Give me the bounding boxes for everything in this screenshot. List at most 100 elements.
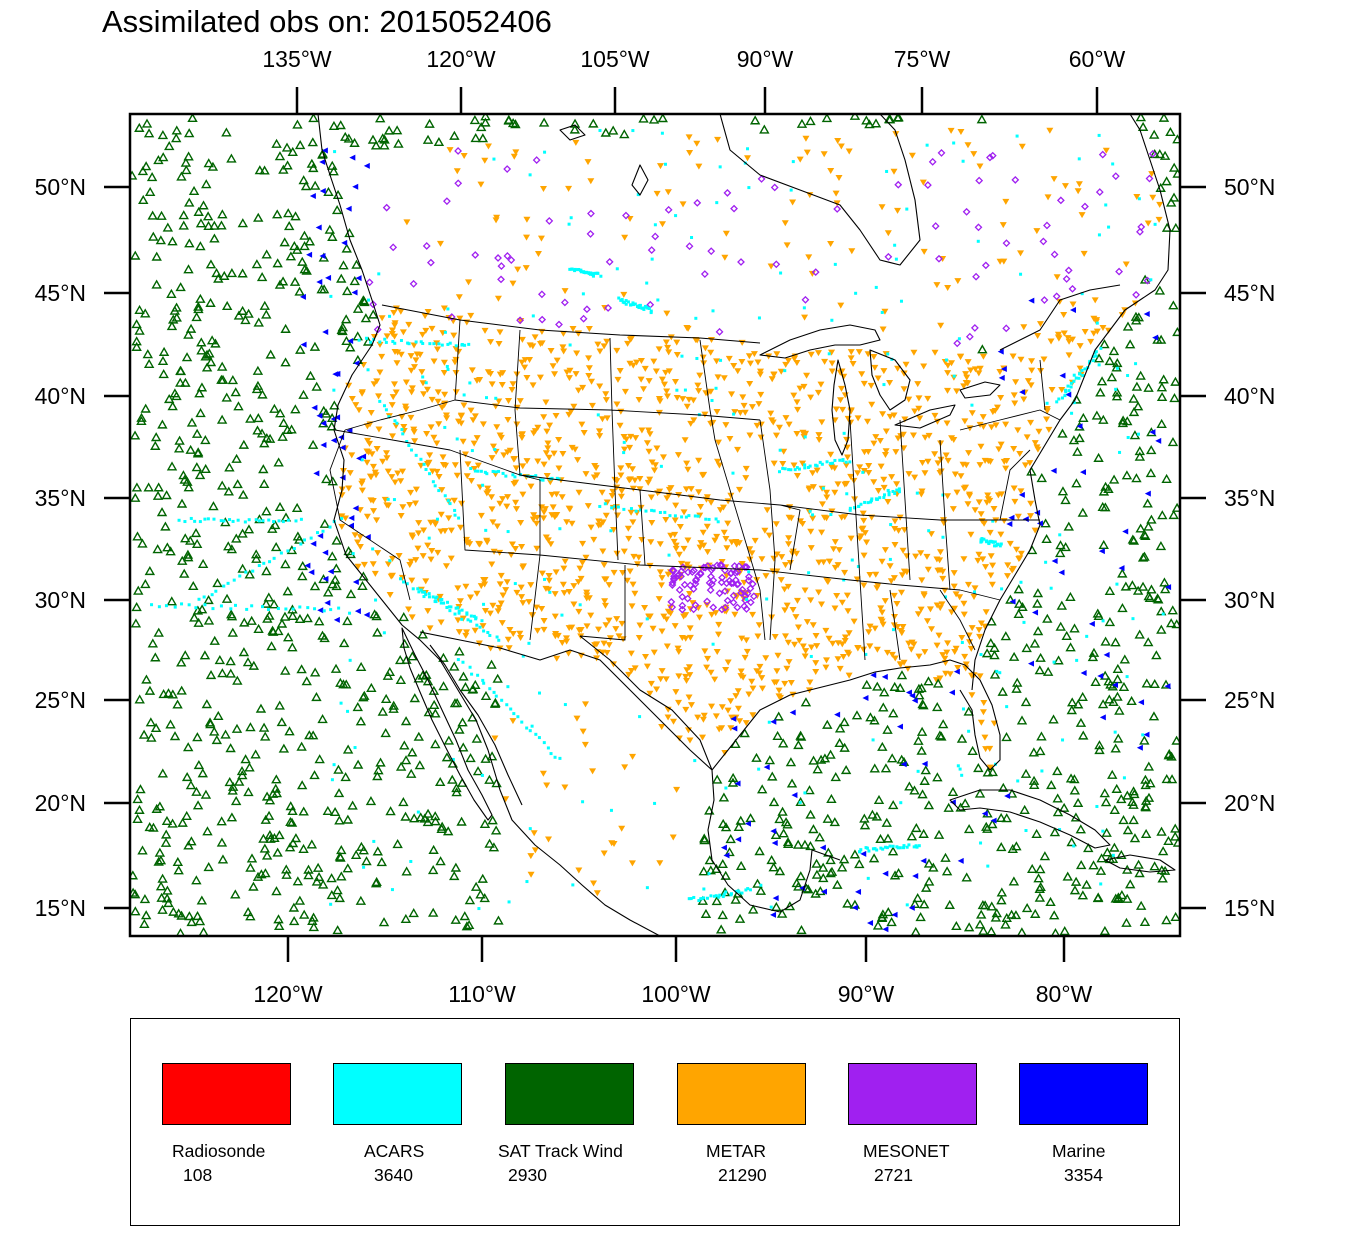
triangle-down-icon (703, 523, 711, 530)
right-axis-label: 40°N (1224, 383, 1275, 409)
triangle-up-icon (489, 698, 501, 708)
triangle-down-icon (658, 376, 666, 383)
triangle-down-icon (841, 634, 849, 641)
triangle-down-icon (976, 163, 984, 170)
triangle-up-icon (317, 714, 328, 724)
triangle-down-icon (454, 585, 462, 592)
triangle-down-icon (656, 541, 664, 548)
diamond-icon (748, 580, 757, 588)
triangle-up-icon (991, 908, 1002, 918)
triangle-up-icon (1156, 624, 1167, 634)
triangle-down-icon (673, 395, 681, 402)
triangle-up-icon (358, 692, 369, 702)
triangle-up-icon (332, 925, 343, 935)
triangle-down-icon (1033, 228, 1041, 235)
triangle-up-icon (1167, 605, 1178, 615)
square-icon (622, 451, 626, 455)
legend-swatch (1019, 1063, 1148, 1125)
triangle-down-icon (673, 339, 681, 346)
triangle-down-icon (822, 664, 830, 671)
triangle-down-icon (1036, 321, 1044, 328)
triangle-down-icon (610, 569, 618, 576)
triangle-up-icon (1083, 842, 1094, 853)
triangle-left-icon (309, 192, 316, 199)
triangle-down-icon (907, 646, 915, 653)
square-icon (299, 517, 303, 521)
triangle-down-icon (663, 643, 671, 650)
square-icon (1064, 388, 1068, 392)
triangle-down-icon (410, 342, 418, 349)
triangle-down-icon (995, 446, 1003, 453)
triangle-up-icon (449, 698, 461, 708)
triangle-up-icon (600, 127, 611, 137)
triangle-down-icon (437, 619, 445, 626)
square-icon (986, 864, 990, 868)
triangle-down-icon (585, 373, 593, 380)
triangle-up-icon (130, 618, 142, 628)
triangle-up-icon (341, 243, 352, 253)
triangle-up-icon (186, 916, 197, 927)
triangle-left-icon (356, 455, 363, 462)
triangle-down-icon (748, 678, 756, 685)
triangle-down-icon (893, 481, 901, 488)
diamond-icon (693, 198, 702, 207)
triangle-up-icon (1142, 498, 1153, 508)
triangle-down-icon (782, 415, 790, 422)
triangle-up-icon (1131, 381, 1143, 391)
triangle-down-icon (796, 156, 804, 163)
triangle-up-icon (400, 913, 412, 924)
diamond-icon (1098, 150, 1107, 159)
triangle-up-icon (1114, 705, 1125, 715)
square-icon (859, 502, 863, 506)
triangle-down-icon (467, 478, 475, 485)
triangle-up-icon (865, 712, 876, 722)
square-icon (674, 214, 678, 218)
triangle-left-icon (1004, 793, 1011, 800)
triangle-down-icon (877, 463, 885, 470)
triangle-down-icon (848, 248, 856, 255)
triangle-up-icon (904, 781, 915, 791)
diamond-icon (532, 156, 541, 165)
triangle-down-icon (657, 582, 665, 589)
square-icon (261, 519, 265, 523)
triangle-up-icon (195, 293, 206, 303)
triangle-left-icon (299, 293, 306, 300)
west-coastline (317, 114, 661, 936)
triangle-up-icon (1008, 651, 1020, 661)
triangle-down-icon (682, 486, 690, 493)
triangle-up-icon (162, 542, 173, 552)
triangle-up-icon (371, 611, 382, 621)
square-icon (1126, 435, 1130, 439)
triangle-up-icon (157, 768, 169, 778)
triangle-up-icon (1052, 793, 1063, 803)
triangle-up-icon (150, 652, 161, 662)
triangle-up-icon (1095, 865, 1107, 875)
triangle-down-icon (1148, 171, 1156, 178)
square-icon (329, 294, 333, 298)
triangle-up-icon (1007, 843, 1018, 854)
triangle-up-icon (1100, 502, 1111, 512)
triangle-up-icon (380, 693, 392, 703)
triangle-down-icon (876, 438, 884, 445)
triangle-up-icon (1029, 638, 1041, 648)
triangle-down-icon (970, 151, 978, 158)
square-icon (183, 520, 187, 524)
square-icon (696, 514, 700, 518)
square-icon (853, 506, 857, 510)
triangle-down-icon (624, 525, 632, 532)
us-mexico-border (419, 631, 713, 771)
square-icon (299, 542, 303, 546)
square-icon (1005, 705, 1009, 709)
triangle-up-icon (607, 125, 619, 135)
triangle-down-icon (979, 556, 987, 563)
triangle-down-icon (813, 467, 821, 474)
square-icon (961, 707, 965, 711)
square-icon (820, 462, 824, 466)
triangle-down-icon (532, 520, 540, 527)
square-icon (815, 464, 819, 468)
triangle-up-icon (327, 579, 338, 589)
triangle-down-icon (768, 376, 776, 383)
triangle-up-icon (299, 909, 310, 919)
triangle-down-icon (964, 380, 972, 387)
triangle-left-icon (360, 453, 367, 460)
